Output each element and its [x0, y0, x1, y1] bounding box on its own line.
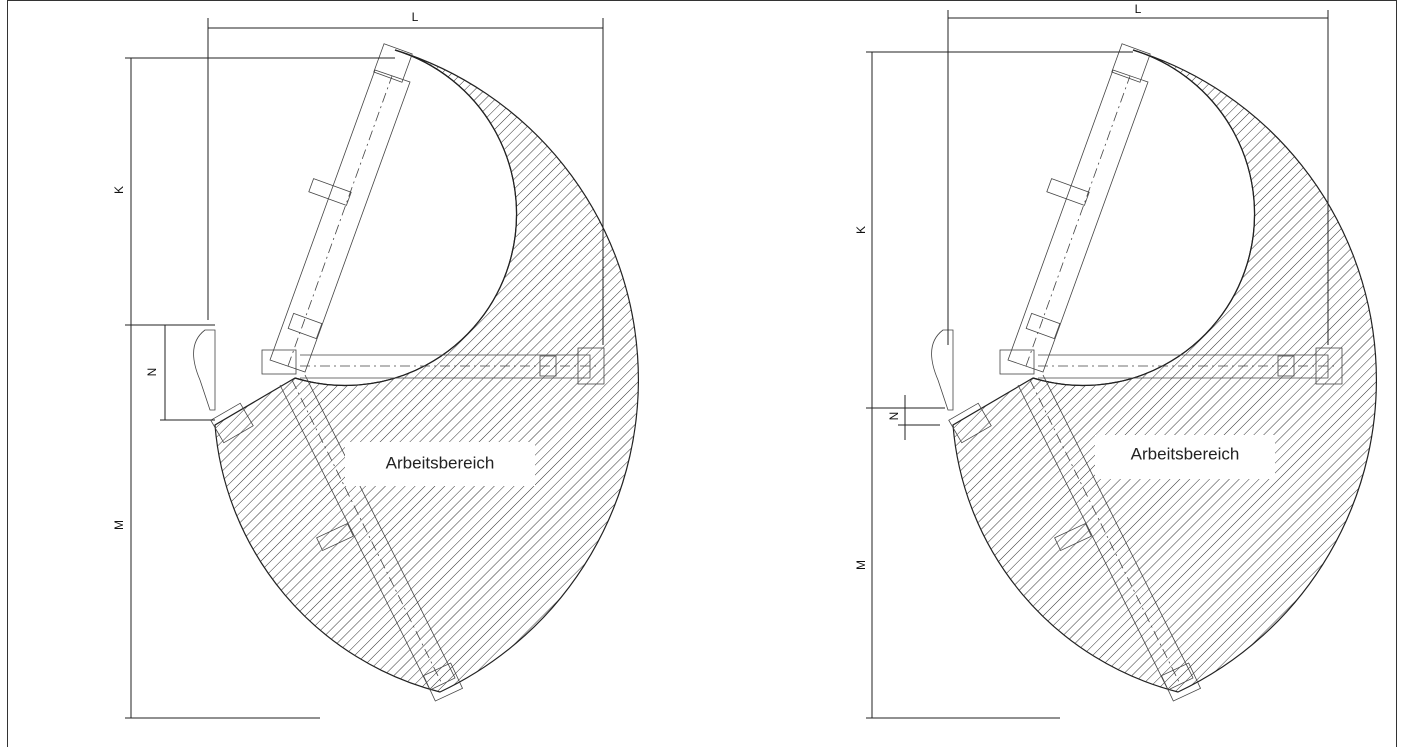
dimension-label: M	[854, 560, 868, 570]
dimension-lines	[866, 10, 1329, 719]
dimension-label: N	[145, 368, 159, 377]
dimension-label: L	[412, 10, 419, 24]
dimension-lines	[125, 18, 604, 719]
mechanism	[192, 43, 639, 702]
dimension-label: L	[1135, 2, 1142, 16]
area-label: Arbeitsbereich	[1131, 444, 1240, 463]
dimension-label: M	[112, 520, 126, 530]
area-label: Arbeitsbereich	[386, 453, 495, 472]
label-box	[345, 442, 535, 486]
dimension-label: K	[854, 226, 868, 234]
drawing: L K N M Arbeitsbereich	[854, 2, 1377, 719]
drawing: L K N M Arbeitsbereich	[112, 10, 639, 719]
dimension-label: N	[887, 412, 901, 421]
frame	[7, 0, 1397, 747]
dimension-label: K	[112, 186, 126, 194]
label-box	[1095, 435, 1275, 479]
mechanism	[930, 43, 1377, 702]
